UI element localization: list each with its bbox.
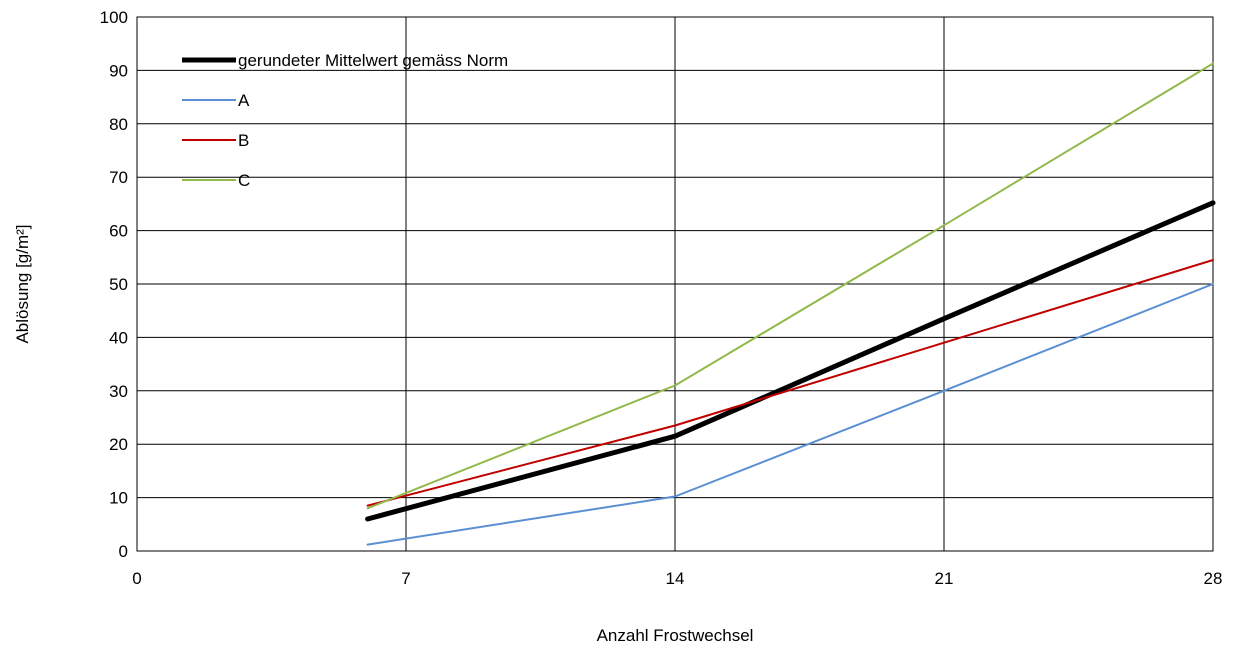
legend-label: B bbox=[238, 131, 249, 150]
x-tick-label: 21 bbox=[935, 569, 954, 588]
x-tick-label: 28 bbox=[1204, 569, 1223, 588]
y-tick-label: 0 bbox=[119, 542, 128, 561]
y-tick-label: 70 bbox=[109, 168, 128, 187]
y-tick-labels: 0 10 20 30 40 50 60 70 80 90 100 bbox=[100, 8, 128, 561]
series-line-3 bbox=[366, 259, 1214, 507]
series-line-2 bbox=[366, 283, 1214, 546]
series-line-1 bbox=[365, 200, 1216, 522]
legend-label: C bbox=[238, 171, 250, 190]
y-tick-label: 50 bbox=[109, 275, 128, 294]
y-tick-label: 60 bbox=[109, 222, 128, 241]
y-tick-label: 100 bbox=[100, 8, 128, 27]
legend-label: A bbox=[238, 91, 250, 110]
series-lines bbox=[365, 62, 1216, 546]
y-tick-label: 10 bbox=[109, 489, 128, 508]
x-axis-title: Anzahl Frostwechsel bbox=[597, 626, 754, 645]
x-tick-label: 14 bbox=[666, 569, 685, 588]
y-tick-label: 90 bbox=[109, 61, 128, 80]
x-tick-label: 7 bbox=[401, 569, 410, 588]
grid-lines bbox=[136, 16, 1214, 552]
y-tick-label: 30 bbox=[109, 382, 128, 401]
y-tick-label: 40 bbox=[109, 328, 128, 347]
y-tick-label: 80 bbox=[109, 115, 128, 134]
series-line-4 bbox=[366, 62, 1214, 510]
y-axis-title: Ablösung [g/m²] bbox=[13, 224, 32, 343]
x-tick-label: 0 bbox=[132, 569, 141, 588]
legend: gerundeter Mittelwert gemäss Norm A B C bbox=[182, 51, 508, 190]
legend-label: gerundeter Mittelwert gemäss Norm bbox=[238, 51, 508, 70]
x-tick-labels: 0 7 14 21 28 bbox=[132, 569, 1222, 588]
y-tick-label: 20 bbox=[109, 435, 128, 454]
